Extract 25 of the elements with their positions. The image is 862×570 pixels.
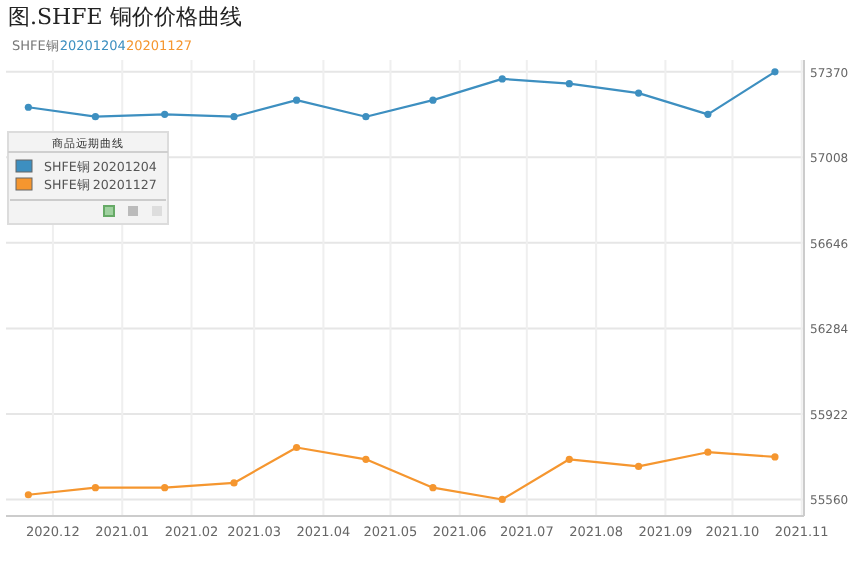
chart-title: 图.SHFE 铜价价格曲线 <box>8 4 242 30</box>
point <box>91 113 100 121</box>
point <box>704 448 712 456</box>
point <box>429 484 437 492</box>
point <box>362 113 370 121</box>
point <box>634 462 643 470</box>
point <box>565 455 573 463</box>
point <box>292 443 301 452</box>
point <box>771 453 779 461</box>
point <box>771 68 779 76</box>
point <box>292 96 301 104</box>
point <box>24 103 32 111</box>
point <box>24 491 32 499</box>
point <box>429 96 437 104</box>
point <box>565 80 573 88</box>
point <box>362 455 370 463</box>
point <box>634 89 643 97</box>
point <box>161 484 169 492</box>
point <box>230 479 238 487</box>
point <box>498 495 506 504</box>
point <box>161 110 169 118</box>
point <box>704 110 712 118</box>
point <box>498 75 506 83</box>
point <box>230 113 238 121</box>
point <box>91 484 100 492</box>
